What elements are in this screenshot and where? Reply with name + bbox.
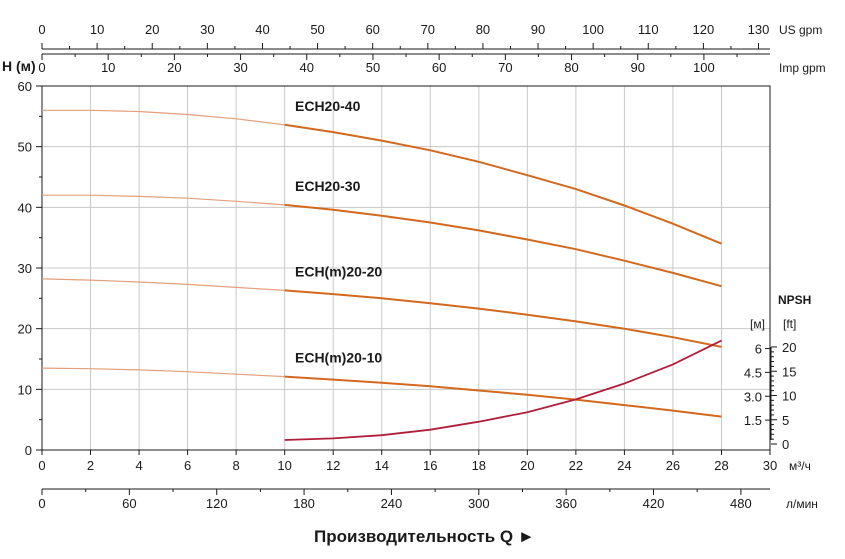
us-gpm-tick-label: 30 — [200, 22, 214, 37]
imp-gpm-tick-label: 60 — [432, 60, 446, 75]
x-tick-label: 12 — [326, 458, 340, 473]
us-gpm-tick-label: 10 — [90, 22, 104, 37]
axes-layer: 0 2 4 6 8 10 12 14 16 18 20 22 24 26 28 300102030405060… — [18, 22, 797, 511]
x-tick-label: 8 — [233, 458, 240, 473]
us-gpm-tick-label: 120 — [693, 22, 715, 37]
x-tick-label: 14 — [374, 458, 388, 473]
l-min-tick-label: 240 — [381, 496, 403, 511]
imp-gpm-tick-label: 0 — [38, 60, 45, 75]
npsh-ft-tick-label: 5 — [782, 413, 789, 428]
us-gpm-tick-label: 40 — [255, 22, 269, 37]
x-tick-label: 30 — [763, 458, 777, 473]
x-tick-label: 18 — [472, 458, 486, 473]
imp-gpm-tick-label: 50 — [366, 60, 380, 75]
x-tick-label: 2 — [87, 458, 94, 473]
us-gpm-tick-label: 100 — [582, 22, 604, 37]
y-tick-label: 30 — [18, 261, 32, 276]
us-gpm-tick-label: 20 — [145, 22, 159, 37]
x-unit-label: м³/ч — [789, 459, 811, 473]
x-tick-label: 20 — [520, 458, 534, 473]
imp-gpm-tick-label: 10 — [101, 60, 115, 75]
x-tick-label: 28 — [714, 458, 728, 473]
us-gpm-tick-label: 130 — [748, 22, 770, 37]
us-gpm-tick-label: 60 — [365, 22, 379, 37]
npsh-m-tick-label: 3.0 — [744, 389, 762, 404]
series-label: ECH20-30 — [295, 178, 361, 194]
series-label: ECH(m)20-10 — [295, 350, 382, 366]
us-gpm-tick-label: 0 — [38, 22, 45, 37]
imp-gpm-tick-label: 30 — [233, 60, 247, 75]
npsh-ft-tick-label: 15 — [782, 364, 796, 379]
series-line-thin — [42, 109, 285, 126]
npsh-m-tick-label: 6 — [755, 342, 762, 357]
y-axis-title: H (м) — [2, 58, 36, 74]
us-gpm-label: US gpm — [779, 23, 822, 37]
x-axis-title: Производительность Q ► — [314, 527, 535, 546]
imp-gpm-tick-label: 100 — [693, 60, 715, 75]
x-tick-label: 24 — [617, 458, 631, 473]
grid-layer — [41, 85, 771, 451]
npsh-unit-ft: [ft] — [783, 317, 796, 331]
x-tick-label: 26 — [666, 458, 680, 473]
series-line — [284, 289, 722, 348]
y-tick-label: 0 — [25, 443, 32, 458]
x-tick-label: 0 — [38, 458, 45, 473]
plot-frame — [41, 85, 771, 451]
npsh-unit-m: [м] — [750, 317, 765, 331]
l-min-tick-label: 180 — [293, 496, 315, 511]
imp-gpm-tick-label: 40 — [300, 60, 314, 75]
l-min-tick-label: 0 — [38, 496, 45, 511]
l-min-tick-label: 120 — [206, 496, 228, 511]
imp-gpm-tick-label: 80 — [564, 60, 578, 75]
l-min-tick-label: 60 — [122, 496, 136, 511]
us-gpm-tick-label: 110 — [638, 22, 659, 37]
us-gpm-tick-label: 80 — [476, 22, 490, 37]
y-tick-label: 10 — [18, 382, 32, 397]
series-layer — [41, 109, 722, 441]
series-label: ECH(m)20-20 — [295, 263, 382, 279]
series-line — [284, 123, 722, 245]
l-min-tick-label: 420 — [643, 496, 665, 511]
npsh-ft-tick-label: 20 — [782, 340, 796, 355]
labels-layer: ECH20-40 ECH20-30 ECH(m)20-20 ECH(m)20-10 — [295, 98, 382, 366]
series-line-thin — [42, 194, 285, 206]
l-min-tick-label: 360 — [555, 496, 577, 511]
us-gpm-tick-label: 70 — [421, 22, 435, 37]
x-tick-label: 4 — [135, 458, 142, 473]
x-tick-label: 6 — [184, 458, 191, 473]
x-tick-label: 22 — [569, 458, 583, 473]
series-line — [284, 203, 722, 288]
us-gpm-tick-label: 50 — [310, 22, 324, 37]
imp-gpm-tick-label: 20 — [167, 60, 181, 75]
y-tick-label: 20 — [18, 322, 32, 337]
series-line-thin — [41, 367, 285, 378]
series-line-thin — [41, 278, 285, 291]
npsh-m-tick-label: 4.5 — [744, 365, 762, 380]
l-min-label: л/мин — [786, 497, 818, 511]
imp-gpm-label: Imp gpm — [779, 61, 826, 75]
series-line — [284, 375, 722, 418]
x-tick-label: 16 — [423, 458, 437, 473]
npsh-curve — [284, 339, 722, 441]
l-min-tick-label: 480 — [730, 496, 752, 511]
us-gpm-tick-label: 90 — [531, 22, 545, 37]
imp-gpm-tick-label: 90 — [630, 60, 644, 75]
npsh-ft-tick-label: 0 — [782, 437, 789, 452]
imp-gpm-tick-label: 70 — [498, 60, 512, 75]
npsh-m-tick-label: 1.5 — [744, 413, 762, 428]
y-tick-label: 50 — [18, 140, 32, 155]
l-min-tick-label: 300 — [468, 496, 490, 511]
npsh-ft-tick-label: 10 — [782, 389, 796, 404]
y-tick-label: 40 — [18, 200, 32, 215]
npsh-title: NPSH — [778, 293, 811, 307]
x-tick-label: 10 — [277, 458, 291, 473]
series-label: ECH20-40 — [295, 98, 361, 114]
y-tick-label: 60 — [18, 79, 32, 94]
